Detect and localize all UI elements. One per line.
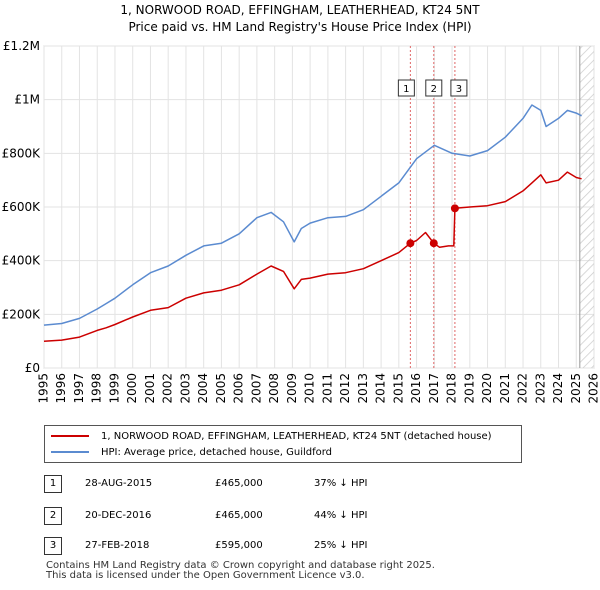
series-line bbox=[43, 104, 582, 326]
legend-label-hpi: HPI: Average price, detached house, Guil… bbox=[101, 446, 333, 458]
x-tick-label: 1997 bbox=[72, 373, 86, 404]
chart-grid bbox=[43, 45, 595, 369]
x-tick-label: 2018 bbox=[445, 373, 459, 404]
legend: 1, NORWOOD ROAD, EFFINGHAM, LEATHERHEAD,… bbox=[44, 425, 522, 463]
sale-points bbox=[406, 204, 459, 248]
transaction-badge: 1 bbox=[44, 475, 62, 493]
y-tick-label: £400K bbox=[2, 254, 42, 268]
legend-item-property: 1, NORWOOD ROAD, EFFINGHAM, LEATHERHEAD,… bbox=[51, 429, 492, 443]
price-chart: £0 £200K £400K £600K £800K £1M £1.2M 1995 1996 1… bbox=[2, 39, 600, 404]
x-tick-label: 2004 bbox=[196, 373, 210, 404]
x-tick-label: 2014 bbox=[374, 373, 388, 404]
legend-label-property: 1, NORWOOD ROAD, EFFINGHAM, LEATHERHEAD,… bbox=[101, 430, 492, 442]
sale-badge-label: 3 bbox=[456, 84, 462, 95]
y-tick-label: £600K bbox=[2, 200, 42, 214]
sale-point bbox=[406, 239, 415, 248]
x-tick-label: 2001 bbox=[143, 373, 157, 404]
transaction-price: £465,000 bbox=[215, 510, 263, 521]
series-lines bbox=[43, 104, 582, 342]
future-hatch bbox=[579, 46, 594, 368]
y-tick-label: £0 bbox=[25, 361, 40, 375]
legend-swatch-property bbox=[51, 435, 89, 437]
x-tick-label: 2009 bbox=[285, 373, 299, 404]
x-tick-label: 2022 bbox=[516, 373, 530, 404]
x-tick-label: 2023 bbox=[533, 373, 547, 404]
x-tick-label: 1996 bbox=[54, 373, 68, 404]
x-tick-label: 2026 bbox=[587, 373, 600, 404]
x-tick-label: 2007 bbox=[249, 373, 263, 404]
legend-swatch-hpi bbox=[51, 451, 89, 453]
chart-title: 1, NORWOOD ROAD, EFFINGHAM, LEATHERHEAD,… bbox=[120, 3, 480, 17]
x-tick-label: 2000 bbox=[125, 373, 139, 404]
x-tick-label: 1999 bbox=[107, 373, 121, 404]
table-row: 1 28-AUG-2015 £465,000 37% ↓ HPI bbox=[0, 475, 600, 493]
transaction-hpi-diff: 44% ↓ HPI bbox=[314, 510, 368, 521]
x-axis-labels: 1995 1996 1997 1998 1999 2000 2001 2002 2003 2004… bbox=[37, 373, 600, 404]
y-tick-label: £1.2M bbox=[3, 39, 40, 53]
x-tick-label: 2012 bbox=[338, 373, 352, 404]
sale-badge-label: 1 bbox=[403, 84, 409, 95]
y-axis-labels: £0 £200K £400K £600K £800K £1M £1.2M bbox=[2, 39, 42, 375]
transaction-date: 28-AUG-2015 bbox=[85, 478, 153, 489]
sale-point bbox=[429, 239, 438, 248]
x-tick-label: 2021 bbox=[498, 373, 512, 404]
transaction-price: £465,000 bbox=[215, 478, 263, 489]
x-tick-label: 1995 bbox=[37, 373, 51, 404]
sale-badge bbox=[425, 79, 443, 97]
legend-item-hpi: HPI: Average price, detached house, Guil… bbox=[51, 445, 332, 459]
x-tick-label: 2013 bbox=[356, 373, 370, 404]
x-tick-label: 2002 bbox=[161, 373, 175, 404]
sale-point bbox=[450, 204, 459, 213]
x-tick-label: 2010 bbox=[303, 373, 317, 404]
x-tick-label: 2003 bbox=[178, 373, 192, 404]
x-tick-label: 2020 bbox=[480, 373, 494, 404]
table-row: 2 20-DEC-2016 £465,000 44% ↓ HPI bbox=[0, 507, 600, 525]
y-tick-label: £1M bbox=[14, 93, 40, 107]
x-tick-label: 2015 bbox=[391, 373, 405, 404]
table-row: 3 27-FEB-2018 £595,000 25% ↓ HPI bbox=[0, 537, 600, 555]
sale-badge bbox=[397, 79, 415, 97]
x-tick-label: 2005 bbox=[214, 373, 228, 404]
footer-copyright: Contains HM Land Registry data © Crown c… bbox=[46, 560, 435, 571]
transaction-price: £595,000 bbox=[215, 540, 263, 551]
y-tick-label: £800K bbox=[2, 146, 42, 160]
transaction-date: 20-DEC-2016 bbox=[85, 510, 152, 521]
transaction-badge: 3 bbox=[44, 537, 62, 555]
y-tick-label: £200K bbox=[2, 307, 42, 321]
footer: Contains HM Land Registry data © Crown c… bbox=[46, 561, 435, 581]
transaction-badge: 2 bbox=[44, 507, 62, 525]
footer-license: This data is licensed under the Open Gov… bbox=[46, 570, 365, 581]
x-tick-label: 2025 bbox=[569, 373, 583, 404]
x-tick-label: 2019 bbox=[462, 373, 476, 404]
transaction-hpi-diff: 37% ↓ HPI bbox=[314, 478, 368, 489]
x-tick-label: 2017 bbox=[427, 373, 441, 404]
x-tick-label: 2024 bbox=[551, 373, 565, 404]
x-tick-label: 2008 bbox=[267, 373, 281, 404]
chart-subtitle: Price paid vs. HM Land Registry's House … bbox=[128, 20, 472, 34]
x-tick-label: 2006 bbox=[232, 373, 246, 404]
transaction-date: 27-FEB-2018 bbox=[85, 540, 150, 551]
x-tick-label: 1998 bbox=[90, 373, 104, 404]
sale-badge bbox=[450, 79, 468, 97]
sale-badge-label: 2 bbox=[431, 84, 437, 95]
x-tick-label: 2011 bbox=[320, 373, 334, 404]
future-hatch-area bbox=[579, 46, 594, 368]
transaction-hpi-diff: 25% ↓ HPI bbox=[314, 540, 368, 551]
series-line bbox=[43, 171, 582, 342]
x-tick-label: 2016 bbox=[409, 373, 423, 404]
sale-marker-badges: 1 2 3 bbox=[397, 79, 468, 97]
